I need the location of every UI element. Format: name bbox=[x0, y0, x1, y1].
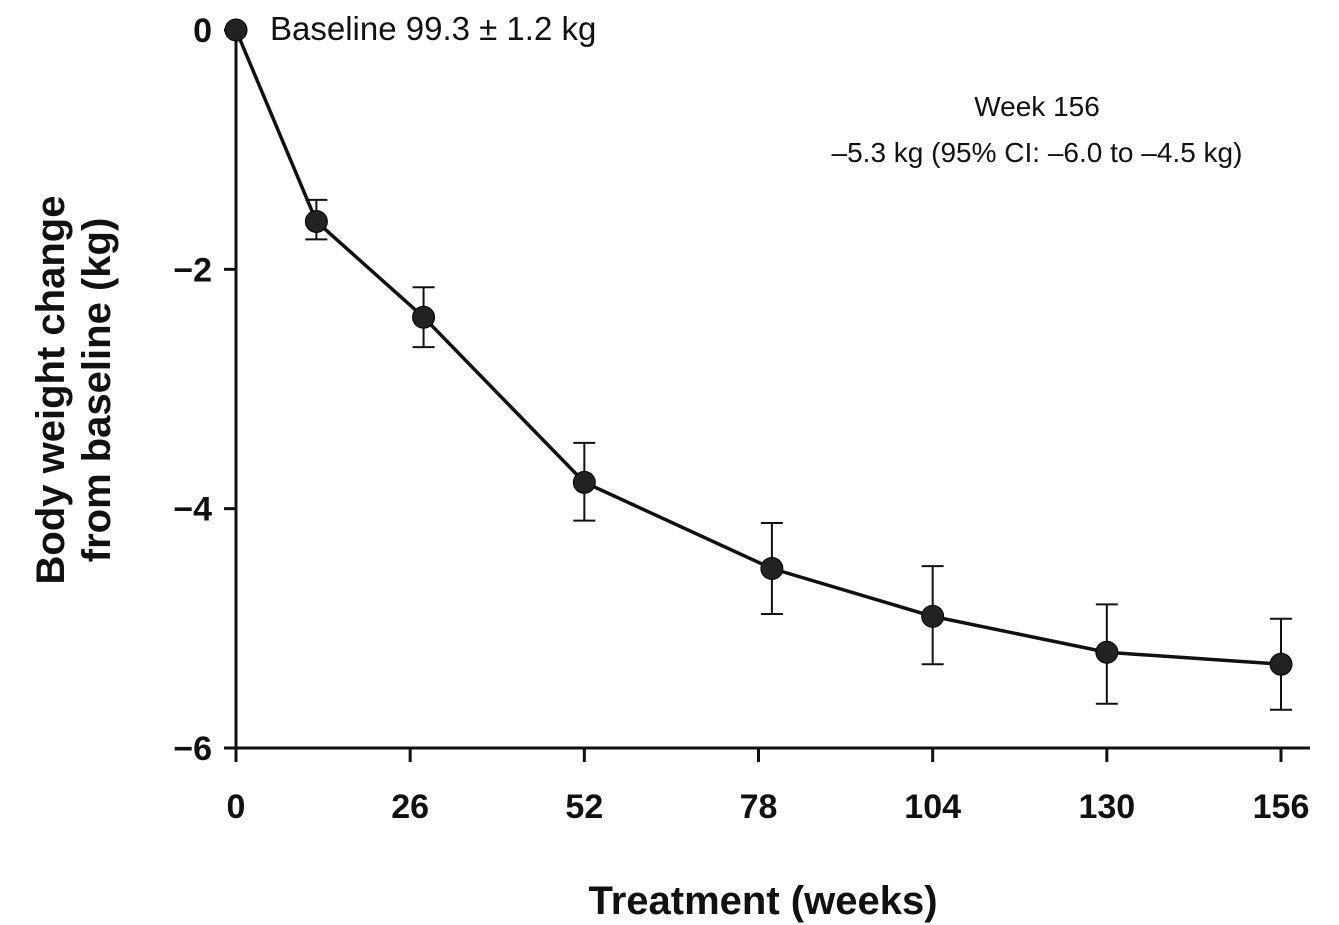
data-point bbox=[412, 305, 436, 329]
x-ticks: 0 26 52 78 104 130 156 bbox=[227, 748, 1310, 826]
y-tick-label: −6 bbox=[173, 730, 212, 768]
x-axis-title: Treatment (weeks) bbox=[588, 879, 937, 923]
x-tick-label: 26 bbox=[391, 788, 429, 826]
data-point bbox=[921, 604, 945, 628]
y-tick-label: 0 bbox=[193, 12, 212, 50]
data-point bbox=[760, 557, 784, 580]
x-tick-label: 0 bbox=[227, 788, 246, 826]
x-tick-label: 104 bbox=[904, 788, 961, 826]
data-points bbox=[224, 18, 1293, 676]
x-tick-label: 130 bbox=[1078, 788, 1135, 826]
y-axis-title-line2: from baseline (kg) bbox=[75, 218, 119, 563]
data-point bbox=[224, 18, 248, 42]
y-axis-title: Body weight change from baseline (kg) bbox=[29, 196, 119, 585]
y-ticks: 0 −2 −4 −6 bbox=[173, 12, 236, 768]
data-point bbox=[1269, 652, 1293, 676]
x-tick-label: 156 bbox=[1253, 788, 1310, 826]
y-tick-label: −4 bbox=[173, 491, 212, 529]
data-point bbox=[572, 470, 596, 494]
week156-annotation-line2: –5.3 kg (95% CI: –6.0 to –4.5 kg) bbox=[832, 137, 1243, 168]
x-tick-label: 52 bbox=[565, 788, 603, 826]
plot-area: 0 −2 −4 −6 0 26 52 78 104 130 156 bbox=[173, 12, 1310, 826]
y-tick-label: −2 bbox=[173, 251, 212, 289]
series-line bbox=[234, 29, 1282, 666]
y-axis-title-line1: Body weight change bbox=[29, 196, 73, 585]
x-tick-label: 78 bbox=[740, 788, 778, 826]
data-point bbox=[1095, 640, 1119, 664]
error-bars bbox=[305, 198, 1292, 711]
baseline-annotation: Baseline 99.3 ± 1.2 kg bbox=[270, 10, 596, 47]
data-point bbox=[304, 209, 328, 233]
week156-annotation-line1: Week 156 bbox=[974, 91, 1100, 122]
